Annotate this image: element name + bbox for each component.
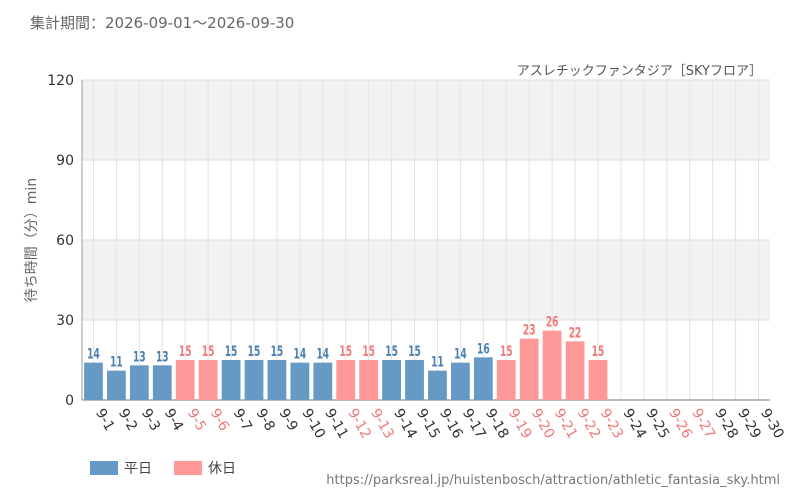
bar: [565, 341, 585, 400]
x-tick-label: 9-27: [688, 406, 718, 442]
bar-value-label: 16: [477, 341, 490, 357]
legend-weekday-label: 平日: [124, 461, 152, 477]
holiday-swatch: [174, 461, 202, 475]
x-tick-label: 9-15: [413, 406, 443, 442]
x-tick-label: 9-19: [505, 406, 535, 442]
y-tick-label: 90: [56, 153, 74, 169]
y-tick-label: 0: [65, 393, 74, 409]
x-tick-label: 9-12: [344, 406, 374, 442]
bar: [290, 362, 310, 400]
x-tick-label: 9-9: [275, 406, 300, 434]
bar: [198, 360, 218, 400]
y-axis-label: 待ち時間（分）min: [24, 178, 40, 302]
bar-value-label: 15: [179, 343, 192, 359]
bar: [244, 360, 264, 400]
x-tick-label: 9-11: [321, 406, 351, 442]
bar-value-label: 15: [592, 343, 605, 359]
x-tick-label: 9-16: [436, 406, 466, 442]
legend-holiday-label: 休日: [208, 461, 236, 477]
bar: [542, 330, 562, 400]
x-tick-label: 9-28: [711, 406, 741, 442]
x-tick-label: 9-6: [207, 406, 232, 434]
x-tick-label: 9-13: [367, 406, 397, 442]
bar-value-label: 26: [546, 314, 559, 330]
y-tick-label: 60: [56, 233, 74, 249]
bar-value-label: 14: [87, 346, 100, 362]
bar: [382, 360, 402, 400]
x-tick-label: 9-20: [528, 406, 558, 442]
bar-value-label: 15: [500, 343, 513, 359]
legend: 平日 休日: [90, 458, 236, 478]
source-url: https://parksreal.jp/huistenbosch/attrac…: [326, 473, 780, 488]
bar-value-label: 11: [110, 354, 123, 370]
bar: [405, 360, 424, 400]
bar-value-label: 15: [202, 343, 215, 359]
bar-value-label: 14: [294, 346, 307, 362]
bar-value-label: 14: [316, 346, 329, 362]
bar: [496, 360, 516, 400]
x-tick-label: 9-5: [184, 406, 209, 434]
x-tick-label: 9-17: [459, 406, 489, 442]
attraction-title: アスレチックファンタジア［SKYフロア］: [516, 64, 762, 79]
legend-holiday: 休日: [174, 458, 236, 478]
bar-value-label: 13: [133, 349, 146, 365]
bar-value-label: 15: [225, 343, 238, 359]
bar-value-label: 15: [385, 343, 398, 359]
x-tick-label: 9-7: [230, 406, 255, 434]
x-tick-label: 9-10: [298, 406, 328, 442]
x-tick-label: 9-26: [665, 406, 695, 442]
x-tick-label: 9-25: [642, 406, 672, 442]
bar: [84, 362, 103, 400]
x-tick-label: 9-4: [161, 406, 186, 434]
x-tick-label: 9-1: [92, 406, 117, 434]
period-label: 集計期間：2026-09-01～2026-09-30: [30, 14, 295, 32]
bar-value-label: 22: [569, 325, 582, 341]
bar: [428, 370, 447, 400]
bar-value-label: 15: [408, 343, 421, 359]
y-tick-label: 120: [47, 73, 74, 89]
x-tick-label: 9-24: [619, 406, 649, 442]
x-tick-label: 9-22: [574, 406, 604, 442]
grid-band: [82, 240, 770, 320]
x-tick-label: 9-8: [253, 406, 278, 434]
bar: [519, 338, 539, 400]
bar: [313, 362, 333, 400]
x-tick-label: 9-21: [551, 406, 581, 442]
x-tick-label: 9-14: [390, 406, 420, 442]
bar-value-label: 15: [362, 343, 375, 359]
bar: [106, 370, 126, 400]
bar-value-label: 14: [454, 346, 467, 362]
bar: [175, 360, 195, 400]
bar-value-label: 11: [431, 354, 444, 370]
bar: [152, 365, 172, 400]
grid-band: [82, 80, 770, 160]
x-tick-label: 9-3: [138, 406, 163, 434]
bar: [450, 362, 470, 400]
legend-weekday: 平日: [90, 458, 152, 478]
x-tick-label: 9-2: [115, 406, 140, 434]
bar: [221, 360, 241, 400]
bar-value-label: 15: [339, 343, 352, 359]
bar: [267, 360, 287, 400]
bar-value-label: 13: [156, 349, 169, 365]
bar: [336, 360, 356, 400]
bar: [588, 360, 608, 400]
x-tick-label: 9-29: [734, 406, 764, 442]
bar: [359, 360, 379, 400]
weekday-swatch: [90, 461, 118, 475]
x-tick-label: 9-18: [482, 406, 512, 442]
bar-value-label: 15: [271, 343, 284, 359]
bar-value-label: 15: [248, 343, 261, 359]
bar-value-label: 23: [523, 322, 536, 338]
bar: [473, 357, 493, 400]
x-tick-label: 9-23: [597, 406, 627, 442]
y-tick-label: 30: [56, 313, 74, 329]
bar: [129, 365, 149, 400]
x-tick-label: 9-30: [757, 406, 787, 442]
